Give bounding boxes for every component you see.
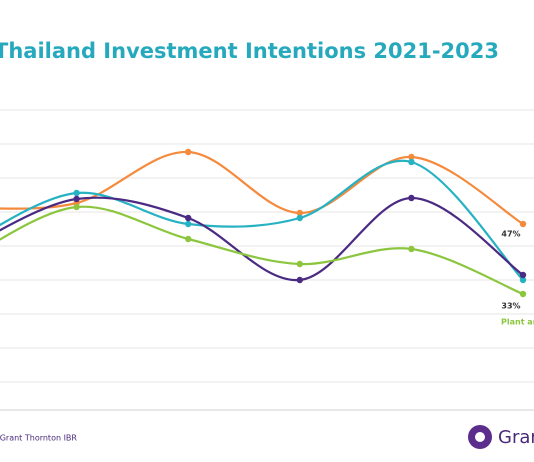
data-point — [296, 260, 303, 268]
plot: 47% 33% Plant and Machinery — [0, 148, 534, 327]
logo-icon-inner — [475, 432, 485, 442]
data-point — [408, 153, 415, 161]
logo: Grant Thornton — [468, 425, 534, 449]
data-point — [408, 245, 415, 253]
data-point — [73, 203, 80, 211]
data-point — [73, 195, 80, 203]
data-point — [73, 189, 80, 197]
source: Source: Grant Thornton IBR — [0, 434, 77, 443]
data-point — [519, 276, 527, 284]
data-point — [296, 214, 303, 222]
data-label: 33% — [501, 302, 520, 311]
series-label: Plant and Machinery — [501, 318, 534, 327]
chart-title: Thailand Investment Intentions 2021-2023 — [0, 39, 499, 63]
gridlines — [0, 109, 534, 383]
series-line — [0, 205, 524, 296]
data-point — [296, 209, 303, 217]
series-line — [0, 150, 524, 225]
data-point — [519, 271, 527, 279]
data-point — [185, 235, 192, 243]
data-point — [408, 158, 415, 166]
data-point — [519, 220, 527, 228]
data-point — [519, 290, 527, 298]
series-line — [0, 196, 524, 282]
series-line — [0, 159, 524, 281]
data-label: 47% — [501, 230, 520, 239]
data-point — [185, 220, 192, 228]
data-point — [296, 276, 303, 284]
data-point — [408, 194, 415, 202]
logo-text: Grant Thornton — [498, 427, 534, 448]
data-point — [185, 214, 192, 222]
data-point — [185, 148, 192, 156]
